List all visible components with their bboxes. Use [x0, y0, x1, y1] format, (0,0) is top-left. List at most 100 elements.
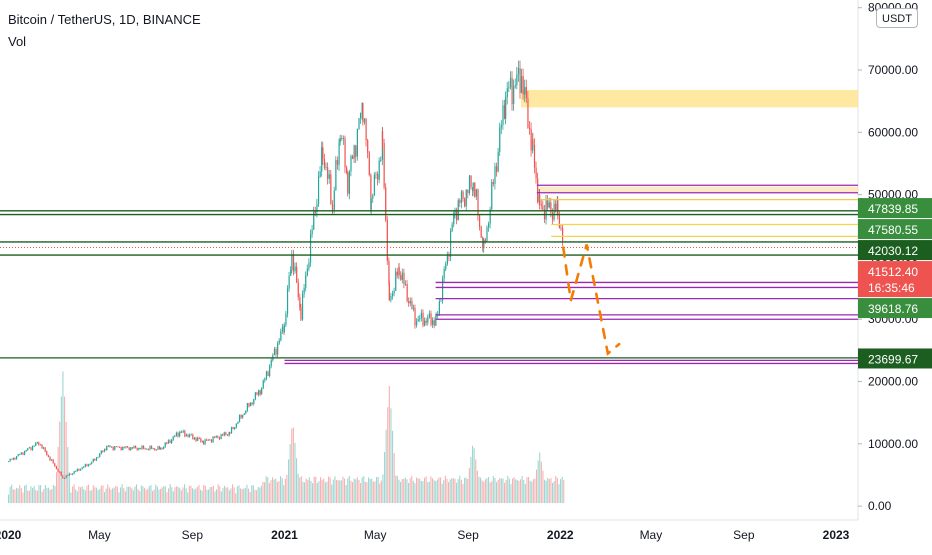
volume-bar — [257, 486, 259, 503]
volume-bar — [129, 486, 131, 503]
candle-body — [120, 446, 122, 451]
volume-bar — [539, 452, 541, 503]
candle-body — [202, 441, 205, 445]
volume-bar — [454, 478, 456, 503]
candle-body — [75, 471, 77, 472]
volume-bar — [75, 489, 77, 503]
candle-body — [280, 331, 282, 341]
candle-body — [375, 174, 377, 176]
volume-bar — [435, 481, 437, 503]
candle-body — [414, 308, 416, 326]
volume-bar — [320, 477, 322, 503]
volume-bar — [243, 488, 245, 503]
candle-body — [246, 403, 249, 411]
candle-body — [417, 319, 419, 322]
candle-body — [230, 427, 233, 434]
candle-body — [149, 445, 151, 450]
volume-bar — [556, 477, 558, 503]
volume-bar — [100, 485, 102, 503]
candle-body — [380, 159, 382, 161]
volume-bar — [160, 488, 162, 503]
candle-body — [139, 448, 142, 450]
candle-body — [269, 365, 271, 376]
volume-bar — [107, 484, 109, 503]
volume-bar — [38, 485, 40, 503]
volume-bar — [299, 477, 301, 503]
volume-bar — [153, 489, 155, 503]
volume-bar — [118, 492, 120, 503]
candle-body — [33, 445, 35, 447]
candle-body — [52, 459, 54, 464]
candle-body — [60, 471, 62, 476]
candle-body — [16, 456, 18, 460]
candle-body — [497, 151, 499, 172]
candle-body — [76, 469, 78, 472]
price-zone — [520, 89, 858, 108]
candle-body — [155, 449, 158, 451]
candle-body — [43, 447, 45, 449]
volume-bar — [404, 477, 406, 503]
candle-body — [281, 326, 284, 332]
candle-body — [472, 182, 474, 191]
volume-bar — [436, 479, 438, 503]
volume-bar — [123, 488, 125, 503]
volume-bar — [480, 477, 482, 503]
currency-button[interactable]: USDT — [876, 8, 918, 28]
candle-body — [62, 475, 64, 478]
candle-body — [228, 432, 230, 436]
volume-bar — [54, 486, 56, 503]
volume-bar — [550, 478, 552, 503]
candle-body — [388, 260, 390, 283]
time-tick-label: 2020 — [0, 528, 22, 542]
volume-bar — [521, 476, 523, 503]
candle-body — [313, 211, 315, 230]
volume-bar — [208, 489, 210, 503]
volume-bar — [148, 486, 150, 503]
volume-bar — [537, 460, 539, 503]
chart-title: Bitcoin / TetherUS, 1D, BINANCE — [8, 12, 201, 27]
price-label-text: 41512.40 — [868, 265, 918, 279]
volume-bar — [315, 476, 317, 503]
candle-body — [367, 140, 369, 153]
candle-body — [109, 445, 111, 448]
volume-bar — [393, 453, 395, 503]
volume-bar — [500, 478, 502, 503]
candle-body — [264, 378, 266, 381]
volume-bar — [424, 477, 426, 503]
candle-body — [285, 314, 287, 326]
volume-bar — [505, 480, 507, 503]
candle-body — [316, 203, 318, 213]
volume-bar — [300, 476, 302, 503]
volume-bar — [497, 480, 499, 503]
candle-body — [27, 448, 29, 451]
volume-bar — [398, 479, 400, 503]
price-label-text: 47839.85 — [868, 202, 918, 216]
price-label-text: 39618.76 — [868, 302, 918, 316]
candle-body — [430, 313, 432, 325]
volume-bar — [376, 476, 378, 503]
candle-body — [550, 202, 552, 213]
candle-body — [509, 77, 512, 88]
candle-body — [147, 448, 150, 450]
volume-bar — [20, 488, 22, 503]
candle-body — [182, 430, 184, 432]
volume-bar — [544, 479, 546, 503]
volume-bar — [80, 487, 82, 503]
candle-body — [283, 325, 285, 333]
price-zone — [539, 186, 858, 193]
candle-body — [341, 138, 343, 139]
volume-bar — [96, 487, 98, 503]
time-tick-label: May — [88, 528, 111, 542]
candle-body — [435, 315, 437, 318]
candle-body — [548, 202, 550, 208]
volume-bar — [264, 482, 266, 503]
volume-bar — [358, 480, 360, 503]
volume-bar — [128, 486, 130, 503]
candle-body — [352, 155, 354, 159]
volume-bar — [40, 485, 42, 503]
volume-bar — [475, 459, 477, 503]
candle-body — [22, 452, 24, 455]
candle-body — [57, 468, 59, 472]
